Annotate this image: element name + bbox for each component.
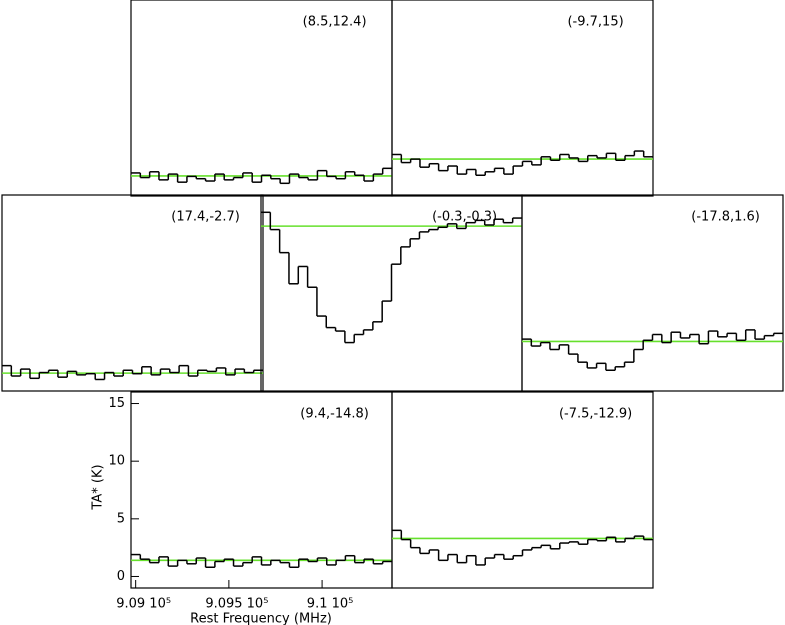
panel-label: (-9.7,15) xyxy=(567,15,623,30)
panel: (9.4,-14.8) 0 5 10 15 9.09 10⁵ 9.095 10⁵ 9.1 10… xyxy=(91,391,393,625)
y-tick-label: 15 xyxy=(108,396,125,411)
panel-label: (-7.5,-12.9) xyxy=(559,407,632,422)
y-tick-label: 5 xyxy=(117,511,125,526)
panel-frame xyxy=(391,391,654,589)
x-tick-label: 9.095 10⁵ xyxy=(205,597,268,612)
panel-label: (-0.3,-0.3) xyxy=(432,210,497,225)
x-axis-label: Rest Frequency (MHz) xyxy=(190,612,332,625)
panel: (-0.3,-0.3) xyxy=(260,194,523,392)
panel-label: (17.4,-2.7) xyxy=(171,210,240,225)
panel-label: (-17.8,1.6) xyxy=(691,210,760,225)
panel: (-17.8,1.6) xyxy=(521,194,784,392)
panel: (8.5,12.4) xyxy=(130,0,393,197)
panel: (17.4,-2.7) xyxy=(1,194,264,392)
x-tick-label: 9.09 10⁵ xyxy=(116,597,171,612)
panel-label: (9.4,-14.8) xyxy=(300,407,369,422)
y-axis-label: TA* (K) xyxy=(91,464,106,510)
panel-label: (8.5,12.4) xyxy=(303,15,367,30)
panel: (-7.5,-12.9) xyxy=(391,391,654,589)
panel: (-9.7,15) xyxy=(391,0,654,197)
x-tick-label: 9.1 10⁵ xyxy=(307,597,354,612)
panel-frame xyxy=(1,194,264,392)
y-tick-label: 10 xyxy=(108,454,125,469)
panel-frame xyxy=(521,194,784,392)
y-tick-label: 0 xyxy=(117,569,125,584)
